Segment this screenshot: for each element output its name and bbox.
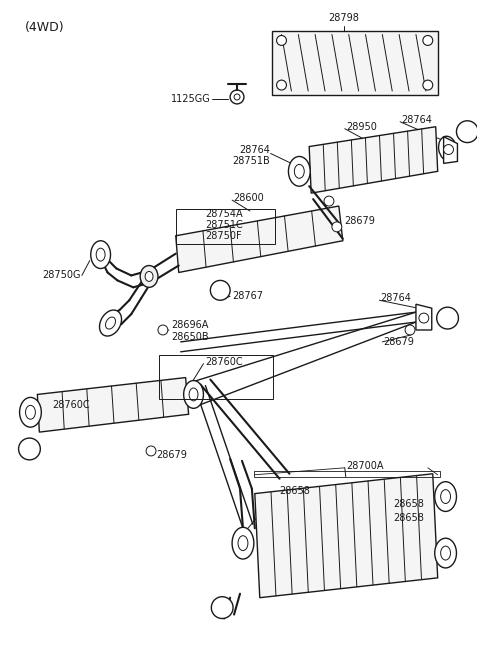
Text: 28751B: 28751B xyxy=(232,156,270,167)
Text: 28751C: 28751C xyxy=(205,220,243,230)
Ellipse shape xyxy=(435,482,456,512)
Text: 28658: 28658 xyxy=(393,514,424,523)
Polygon shape xyxy=(309,127,438,193)
Ellipse shape xyxy=(106,317,116,329)
Text: 28798: 28798 xyxy=(328,12,359,22)
Polygon shape xyxy=(255,474,438,598)
Ellipse shape xyxy=(99,310,121,336)
Ellipse shape xyxy=(294,165,304,178)
Circle shape xyxy=(324,196,334,206)
Circle shape xyxy=(456,121,478,142)
Polygon shape xyxy=(444,136,457,163)
Ellipse shape xyxy=(435,538,456,568)
Bar xyxy=(159,355,273,400)
Ellipse shape xyxy=(232,527,254,559)
Ellipse shape xyxy=(145,272,153,281)
Text: B: B xyxy=(219,603,226,613)
Circle shape xyxy=(332,222,342,232)
Text: 28658: 28658 xyxy=(393,499,424,508)
Text: 28600: 28600 xyxy=(233,193,264,203)
Ellipse shape xyxy=(96,248,105,261)
Ellipse shape xyxy=(140,266,158,287)
Circle shape xyxy=(230,90,244,104)
Text: A: A xyxy=(26,444,33,454)
Text: 28764: 28764 xyxy=(401,115,432,125)
Polygon shape xyxy=(37,378,189,432)
Circle shape xyxy=(419,313,429,323)
Circle shape xyxy=(423,80,433,90)
Circle shape xyxy=(444,144,454,154)
Circle shape xyxy=(405,325,415,335)
Text: 28696A: 28696A xyxy=(171,320,208,330)
Ellipse shape xyxy=(20,398,41,427)
Text: 28658: 28658 xyxy=(279,485,311,496)
Circle shape xyxy=(423,35,433,45)
Bar xyxy=(254,471,440,477)
Text: 28700A: 28700A xyxy=(346,461,383,471)
Text: (4WD): (4WD) xyxy=(24,20,64,33)
Ellipse shape xyxy=(189,388,198,401)
Circle shape xyxy=(211,597,233,619)
Ellipse shape xyxy=(441,489,451,504)
Circle shape xyxy=(276,80,287,90)
Text: 28760C: 28760C xyxy=(205,357,243,367)
Text: A: A xyxy=(464,127,471,136)
Circle shape xyxy=(276,35,287,45)
Circle shape xyxy=(158,325,168,335)
Text: 28764: 28764 xyxy=(239,144,270,155)
Ellipse shape xyxy=(91,241,110,268)
Text: 28750F: 28750F xyxy=(205,231,242,241)
Text: 28750G: 28750G xyxy=(42,270,81,281)
Ellipse shape xyxy=(25,405,36,419)
Ellipse shape xyxy=(439,136,456,161)
Circle shape xyxy=(234,94,240,100)
Circle shape xyxy=(146,446,156,456)
Polygon shape xyxy=(416,304,432,330)
Text: 1125GG: 1125GG xyxy=(170,94,210,104)
Text: 28679: 28679 xyxy=(156,450,187,460)
Polygon shape xyxy=(272,31,438,95)
Text: 28679: 28679 xyxy=(384,337,414,347)
Text: 28679: 28679 xyxy=(344,216,375,226)
Text: 28650B: 28650B xyxy=(171,332,208,342)
Circle shape xyxy=(19,438,40,460)
Text: 28950: 28950 xyxy=(346,122,377,132)
Ellipse shape xyxy=(441,546,451,560)
Ellipse shape xyxy=(184,380,204,408)
Circle shape xyxy=(210,280,230,300)
Text: 28764: 28764 xyxy=(380,293,411,303)
Ellipse shape xyxy=(288,157,310,186)
Text: B: B xyxy=(444,313,451,323)
Text: 28760C: 28760C xyxy=(52,400,90,411)
Ellipse shape xyxy=(238,536,248,550)
Polygon shape xyxy=(176,206,343,272)
Bar xyxy=(176,209,275,244)
Text: 28767: 28767 xyxy=(232,291,263,301)
Circle shape xyxy=(437,307,458,329)
Text: 28754A: 28754A xyxy=(205,209,243,219)
